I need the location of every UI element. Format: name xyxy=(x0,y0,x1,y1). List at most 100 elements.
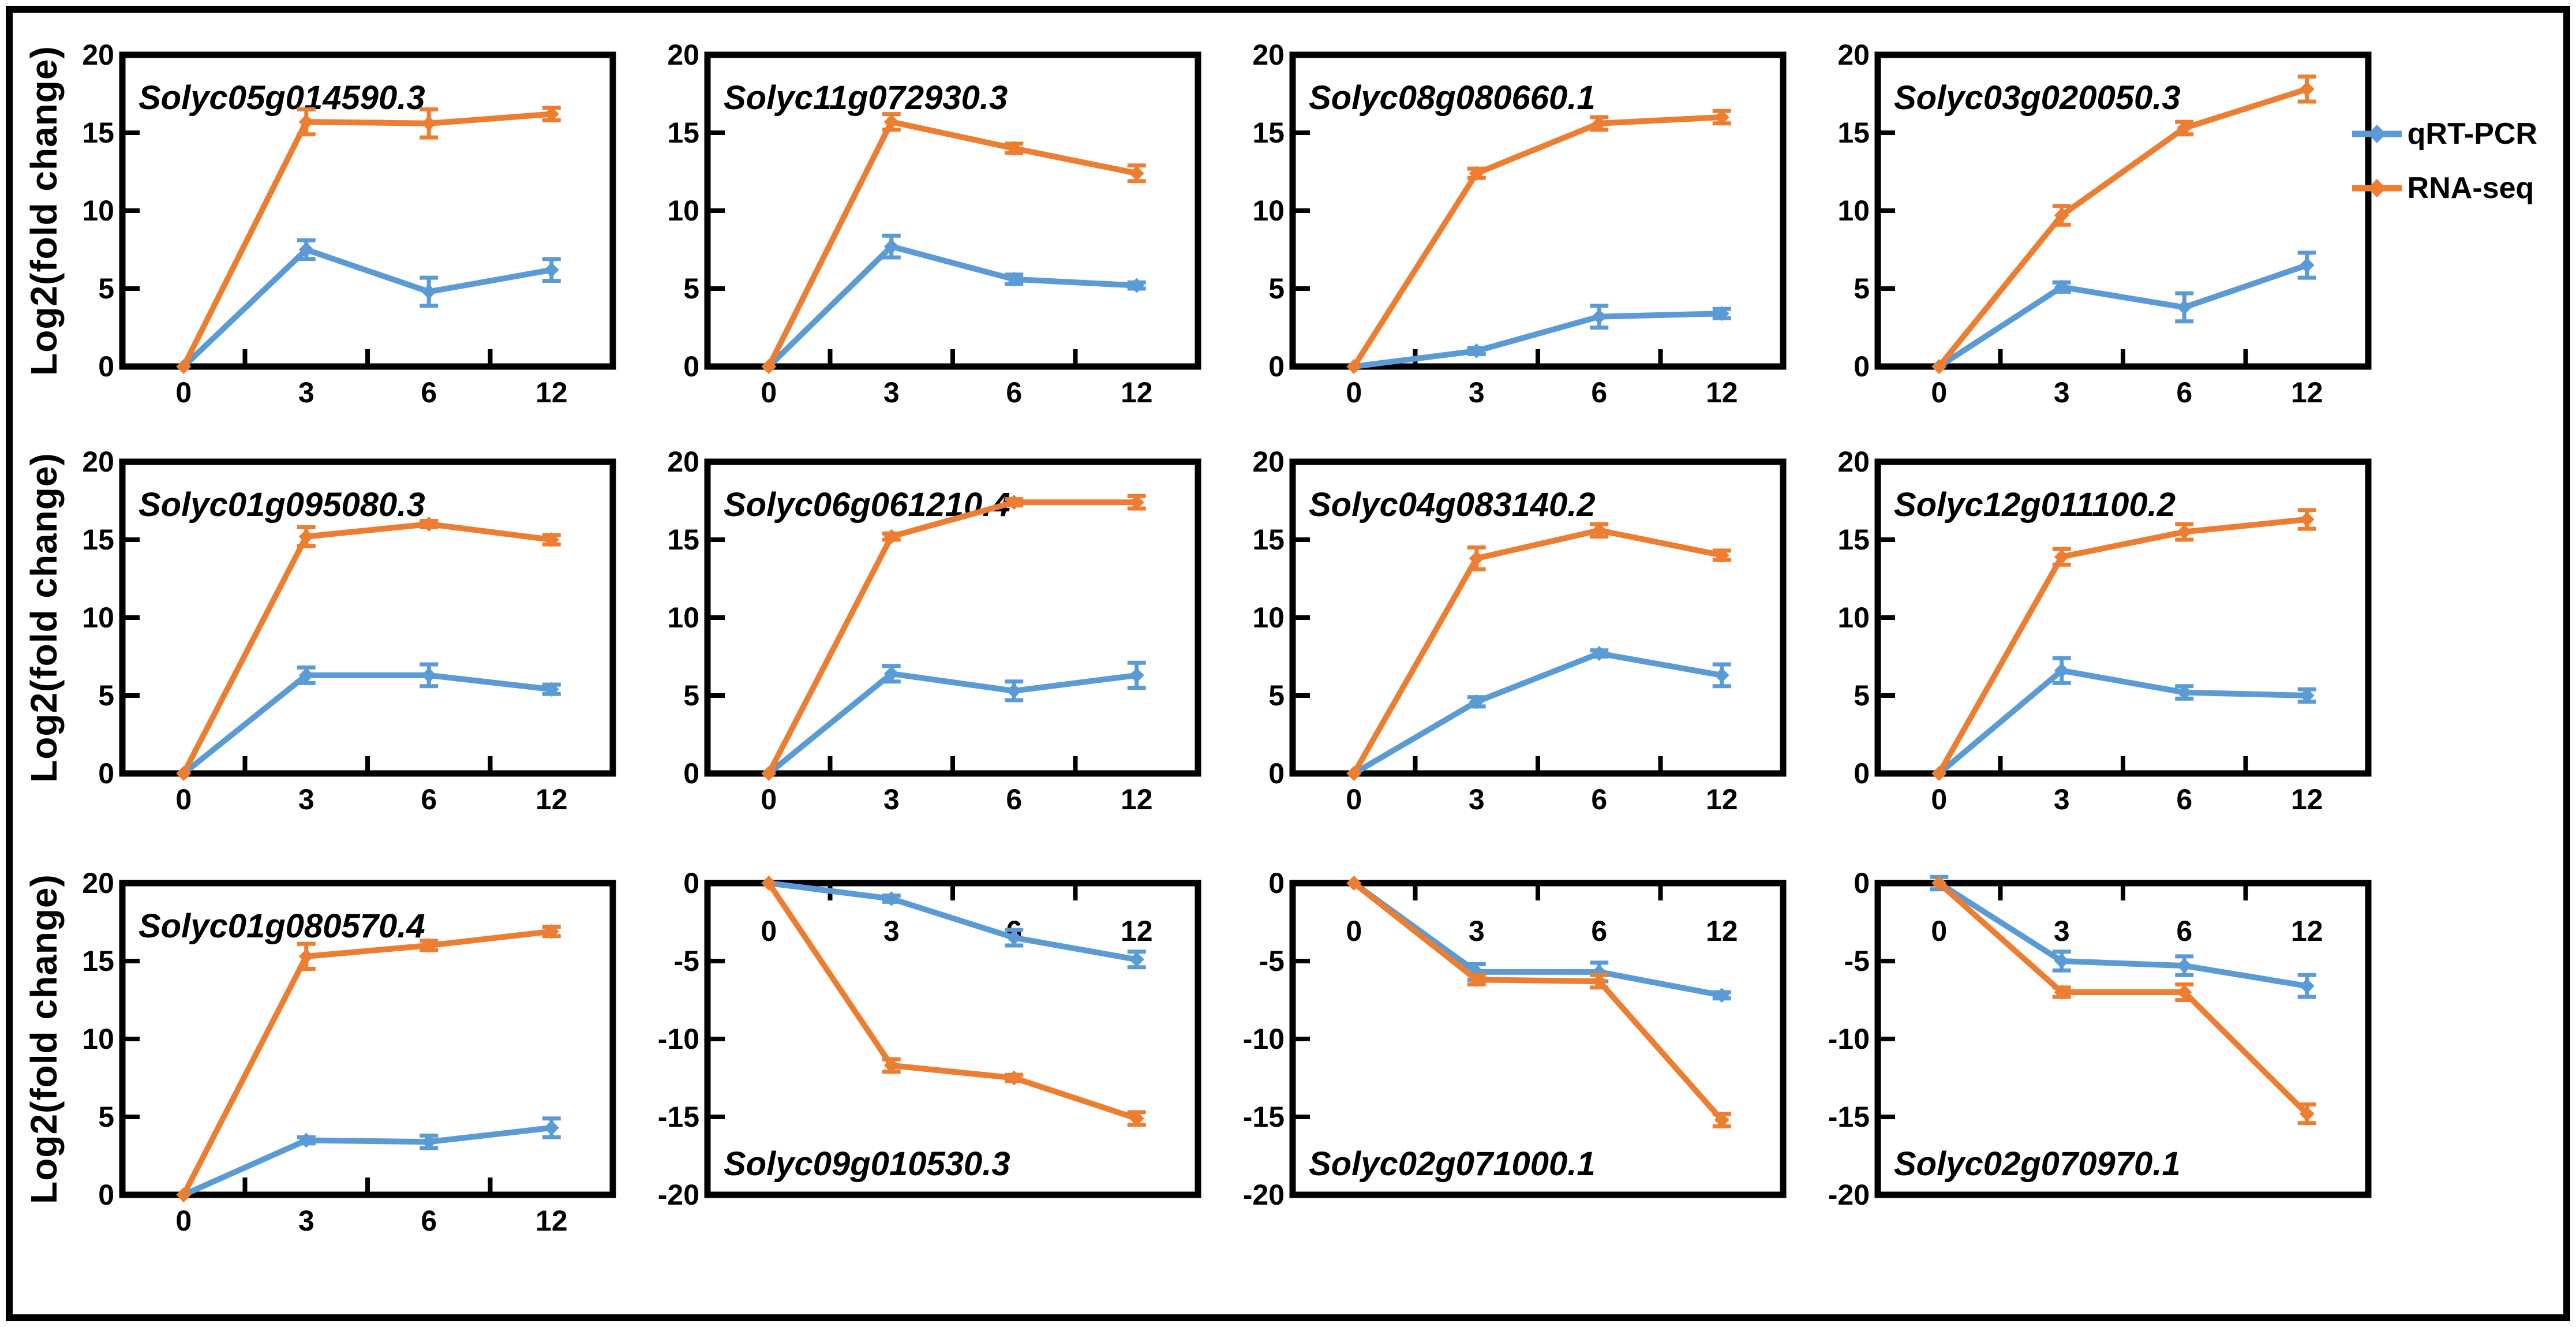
data-point-marker xyxy=(298,242,314,257)
data-point-marker xyxy=(176,1187,192,1202)
data-point-marker xyxy=(2299,688,2315,703)
y-tick-label: -15 xyxy=(1243,1101,1285,1133)
x-tick-label: 12 xyxy=(1706,783,1738,816)
data-point-marker xyxy=(1129,278,1144,293)
series-rna-seq xyxy=(761,494,1146,781)
data-point-marker xyxy=(1592,964,1607,980)
y-tick-label: -15 xyxy=(658,1101,699,1133)
series-qrt-pcr xyxy=(761,660,1146,781)
data-point-marker xyxy=(2177,524,2192,540)
data-point-marker xyxy=(1592,522,1607,538)
data-point-marker xyxy=(1469,166,1484,181)
data-point-marker xyxy=(1592,115,1607,131)
y-tick-label: 0 xyxy=(1854,350,1870,383)
x-tick-label: 0 xyxy=(761,915,777,947)
data-point-marker xyxy=(298,114,314,130)
x-tick-label: 6 xyxy=(421,376,437,409)
y-tick-label: 5 xyxy=(98,272,114,305)
data-point-marker xyxy=(1129,952,1144,967)
data-line xyxy=(1936,262,2310,369)
data-point-marker xyxy=(1714,667,1729,683)
panel-svg: 0-5-10-15-2003612Solyc09g010530.3 xyxy=(658,867,1201,1211)
y-tick-label: 20 xyxy=(667,39,699,71)
data-point-marker xyxy=(1129,166,1144,181)
panel-svg: 0 5 10 15 20 0 3 6 12 Solyc12g011100.2 xyxy=(1837,446,2372,816)
y-tick-label: 15 xyxy=(1837,117,1870,149)
data-point-marker xyxy=(1129,1111,1144,1126)
y-tick-label: 10 xyxy=(82,195,114,227)
data-point-marker xyxy=(2054,663,2069,678)
x-tick-label: 3 xyxy=(2054,915,2070,947)
y-tick-label: -20 xyxy=(1243,1179,1285,1211)
data-point-marker xyxy=(883,1057,899,1073)
y-tick-label: 0 xyxy=(1854,757,1870,790)
data-point-marker xyxy=(1714,548,1729,563)
legend-item-rna-seq: RNA-seq xyxy=(2351,171,2537,205)
y-tick-label: 0 xyxy=(1268,867,1285,899)
legend: qRT-PCR RNA-seq xyxy=(2351,117,2537,205)
x-tick-label: 6 xyxy=(1006,783,1022,816)
x-tick-label: 0 xyxy=(1346,376,1362,409)
data-point-marker xyxy=(2299,1106,2315,1122)
panel-title: Solyc01g095080.3 xyxy=(138,486,425,524)
legend-item-qrt-pcr: qRT-PCR xyxy=(2351,117,2537,151)
chart-panel-solyc04g083140: 0 5 10 15 20 0 3 6 12 Solyc04g083140.2 xyxy=(1235,446,1789,838)
y-tick-label: 15 xyxy=(1252,117,1285,149)
data-point-marker xyxy=(883,891,899,906)
plot-border xyxy=(704,51,1201,370)
x-tick-label: 6 xyxy=(2176,376,2192,409)
y-tick-label: 0 xyxy=(98,350,114,383)
x-tick-label: 3 xyxy=(1469,783,1485,816)
series-rna-seq xyxy=(1931,876,2316,1126)
x-tick-label: 6 xyxy=(421,783,437,816)
data-line xyxy=(1936,880,2310,989)
data-point-marker xyxy=(1714,306,1729,322)
x-tick-label: 12 xyxy=(1121,915,1153,947)
x-tick-label: 3 xyxy=(298,1205,314,1237)
data-point-marker xyxy=(1006,683,1022,698)
chart-panel-solyc02g070970: 0 -5 -10 -15 -20 0 3 6 12 Solyc02g070970.1 xyxy=(1820,867,2374,1259)
x-tick-label: 6 xyxy=(1591,915,1607,947)
panel-title: Solyc02g071000.1 xyxy=(1309,1145,1596,1183)
y-tick-label: 15 xyxy=(1837,524,1870,556)
data-point-marker xyxy=(1006,1070,1022,1086)
data-point-marker xyxy=(883,529,899,544)
data-point-marker xyxy=(1006,495,1022,510)
x-tick-label: 12 xyxy=(1121,783,1153,816)
data-point-marker xyxy=(1469,694,1484,709)
y-tick-label: 10 xyxy=(82,601,114,634)
data-point-marker xyxy=(544,262,559,278)
x-tick-label: 3 xyxy=(298,376,314,409)
x-tick-label: 6 xyxy=(1591,376,1607,409)
y-tick-label: 0 xyxy=(683,350,699,383)
x-tick-label: 12 xyxy=(2291,783,2323,816)
x-tick-label: 3 xyxy=(298,783,314,816)
data-point-marker xyxy=(1006,141,1022,156)
data-point-marker xyxy=(2054,954,2069,969)
y-tick-label: -20 xyxy=(658,1179,699,1211)
data-point-marker xyxy=(1931,359,1947,374)
y-tick-label: 5 xyxy=(1854,679,1870,712)
data-point-marker xyxy=(2299,81,2315,97)
y-tick-label: 15 xyxy=(82,945,114,977)
plot-border xyxy=(1289,51,1787,370)
y-tick-label: 20 xyxy=(82,446,114,478)
x-tick-label: 3 xyxy=(883,783,900,816)
x-tick-label: 12 xyxy=(536,1205,568,1237)
data-line xyxy=(181,672,555,776)
panel-title: Solyc09g010530.3 xyxy=(724,1145,1010,1183)
y-tick-label: -20 xyxy=(1828,1179,1870,1211)
panel-title: Solyc01g080570.4 xyxy=(138,907,425,945)
data-line xyxy=(181,111,555,369)
y-tick-label: 0 xyxy=(98,757,114,790)
data-point-marker xyxy=(544,106,559,122)
y-axis-title: Log2(fold change) xyxy=(23,46,65,376)
y-tick-label: 20 xyxy=(1252,446,1285,478)
series-rna-seq xyxy=(1346,522,1731,781)
x-tick-label: 0 xyxy=(175,1205,192,1237)
data-line xyxy=(181,246,555,369)
series-rna-seq xyxy=(1931,508,2316,781)
y-tick-label: 10 xyxy=(667,601,699,634)
x-tick-label: 6 xyxy=(1591,783,1607,816)
